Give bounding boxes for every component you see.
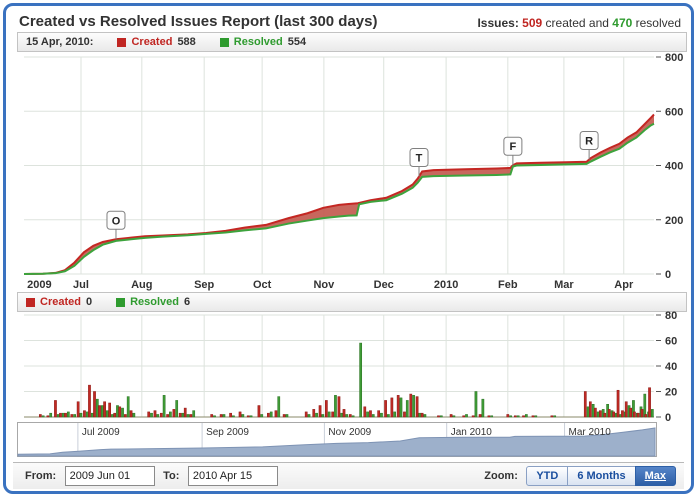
svg-text:Aug: Aug xyxy=(131,279,152,291)
svg-text:F: F xyxy=(510,141,517,153)
report-widget: Created vs Resolved Issues Report (last … xyxy=(3,3,694,494)
issues-resolved-count: 470 xyxy=(612,16,633,30)
svg-text:20: 20 xyxy=(665,387,677,399)
svg-text:40: 40 xyxy=(665,361,677,373)
zoom-group: Zoom: YTD 6 Months Max xyxy=(480,466,676,486)
created-swatch-icon xyxy=(26,297,35,307)
legend-resolved-value: 554 xyxy=(287,36,307,48)
svg-text:Apr: Apr xyxy=(614,279,634,291)
daily-chart-legend: Created 0 Resolved 6 xyxy=(17,292,687,312)
svg-text:60: 60 xyxy=(665,336,677,348)
resolved-swatch-icon xyxy=(116,297,126,307)
legend-resolved-label: Resolved xyxy=(233,36,283,48)
daily-bars-chart[interactable]: 0 20 40 60 80 xyxy=(17,310,687,424)
legend-date: 15 Apr, 2010: xyxy=(26,36,94,48)
zoom-button-6-months[interactable]: 6 Months xyxy=(567,466,636,486)
svg-text:2009: 2009 xyxy=(27,279,51,291)
svg-text:O: O xyxy=(112,215,121,227)
legend-created-value: 0 xyxy=(85,296,93,308)
main-cumulative-chart[interactable]: 2009 Jul Aug Sep Oct Nov Dec 2010 Feb Mar Apr 0 200 4… xyxy=(17,52,687,292)
svg-text:400: 400 xyxy=(665,161,683,173)
issues-summary: Issues: 509 created and 470 resolved xyxy=(477,16,681,30)
zoom-button-max[interactable]: Max xyxy=(634,466,676,486)
svg-text:2010: 2010 xyxy=(434,279,458,291)
svg-text:Jan 2010: Jan 2010 xyxy=(451,427,493,438)
zoom-button-ytd[interactable]: YTD xyxy=(526,466,569,486)
svg-text:Mar: Mar xyxy=(554,279,574,291)
svg-text:80: 80 xyxy=(665,310,677,322)
created-swatch-icon xyxy=(117,37,127,47)
from-label: From: xyxy=(25,470,57,482)
legend-resolved-value: 6 xyxy=(184,296,191,308)
to-label: To: xyxy=(163,470,180,482)
main-chart-legend: 15 Apr, 2010: Created 588 Resolved 554 xyxy=(17,32,687,52)
svg-text:0: 0 xyxy=(665,412,671,424)
svg-text:Sep: Sep xyxy=(194,279,214,291)
legend-resolved-label: Resolved xyxy=(130,296,180,308)
zoom-buttons: YTD 6 Months Max xyxy=(526,466,676,486)
resolved-swatch-icon xyxy=(219,37,229,47)
date-range-group: From: To: xyxy=(21,466,278,486)
legend-created-label: Created xyxy=(131,36,173,48)
svg-text:Nov: Nov xyxy=(313,279,335,291)
zoom-label: Zoom: xyxy=(484,470,518,482)
from-date-input[interactable] xyxy=(64,466,155,486)
issues-created-count: 509 xyxy=(522,16,543,30)
svg-text:200: 200 xyxy=(665,215,683,227)
issues-label: Issues: xyxy=(477,16,519,30)
svg-text:Jul: Jul xyxy=(73,279,89,291)
svg-text:Jul 2009: Jul 2009 xyxy=(82,427,120,438)
range-navigator[interactable]: Jul 2009 Sep 2009 Nov 2009 Jan 2010 Mar 2010 xyxy=(17,422,687,459)
svg-text:800: 800 xyxy=(665,52,683,64)
svg-text:Sep 2009: Sep 2009 xyxy=(206,427,249,438)
svg-text:Dec: Dec xyxy=(374,279,394,291)
svg-text:0: 0 xyxy=(665,269,671,281)
legend-created-value: 588 xyxy=(177,36,196,48)
svg-text:T: T xyxy=(416,153,423,165)
svg-text:600: 600 xyxy=(665,106,683,118)
svg-text:R: R xyxy=(585,136,593,148)
issues-created-text: created and xyxy=(542,16,613,30)
legend-created-label: Created xyxy=(40,296,81,308)
page-title: Created vs Resolved Issues Report (last … xyxy=(19,13,378,30)
issues-resolved-text: resolved xyxy=(632,16,681,30)
svg-text:Feb: Feb xyxy=(498,279,518,291)
svg-text:Nov 2009: Nov 2009 xyxy=(328,427,371,438)
svg-text:Oct: Oct xyxy=(253,279,272,291)
to-date-input[interactable] xyxy=(187,466,278,486)
svg-text:Mar 2010: Mar 2010 xyxy=(569,427,612,438)
